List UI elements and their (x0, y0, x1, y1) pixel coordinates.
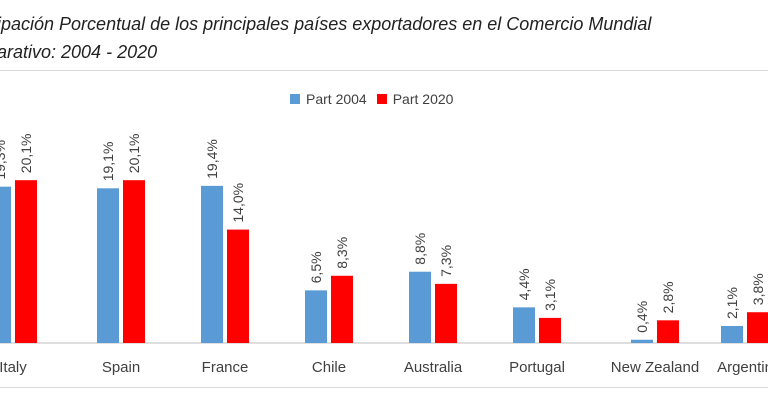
data-label-2004-1: 19,1% (100, 142, 116, 182)
data-label-2020-4: 7,3% (438, 245, 454, 277)
chart-legend: Part 2004 Part 2020 (290, 91, 463, 107)
bar-2020-0 (15, 180, 37, 343)
title-line-2: arativo: 2004 - 2020 (0, 42, 158, 62)
legend-label-2004: Part 2004 (306, 91, 367, 107)
bar-2020-5 (539, 317, 561, 343)
data-label-2004-7: 2,1% (724, 287, 740, 319)
bar-2020-3 (331, 275, 353, 343)
bottom-divider (0, 387, 768, 388)
category-label-0: Italy (0, 359, 27, 376)
bar-2004-3 (305, 290, 327, 343)
legend-swatch-2004 (290, 94, 300, 104)
data-label-2020-0: 20,1% (18, 133, 34, 173)
data-label-2020-1: 20,1% (126, 133, 142, 173)
chart-title: ipación Porcentual de los principales pa… (0, 10, 768, 66)
category-label-6: New Zealand (611, 359, 699, 376)
legend-item-2020: Part 2020 (376, 91, 454, 107)
bar-2004-7 (721, 325, 743, 343)
legend-swatch-2020 (376, 94, 387, 104)
bar-2004-2 (201, 185, 223, 343)
bar-2004-4 (409, 271, 431, 343)
bar-2020-7 (747, 312, 768, 343)
data-label-2004-6: 0,4% (634, 301, 650, 333)
legend-label-2020: Part 2020 (392, 91, 454, 107)
category-label-7: Argentin (717, 359, 768, 376)
data-label-2004-0: 19,3% (0, 140, 8, 180)
data-label-2020-5: 3,1% (542, 279, 558, 311)
data-label-2020-3: 8,3% (334, 237, 350, 269)
data-label-2020-6: 2,8% (660, 281, 676, 313)
data-label-2004-2: 19,4% (204, 139, 220, 179)
bar-2004-5 (513, 307, 535, 343)
bar-2020-6 (657, 320, 679, 343)
bar-2004-6 (631, 339, 653, 343)
title-divider (0, 70, 768, 71)
bar-2020-4 (435, 283, 457, 343)
bar-2020-1 (123, 180, 145, 343)
bar-2020-2 (227, 229, 249, 343)
title-line-1: ipación Porcentual de los principales pa… (0, 14, 652, 34)
bar-2004-1 (97, 188, 119, 343)
data-label-2004-5: 4,4% (516, 268, 532, 300)
category-label-3: Chile (312, 359, 346, 376)
legend-item-2004: Part 2004 (290, 91, 367, 107)
category-label-4: Australia (404, 359, 463, 376)
data-label-2004-4: 8,8% (412, 233, 428, 265)
bar-2004-0 (0, 186, 11, 343)
category-label-2: France (202, 359, 249, 376)
data-label-2020-7: 3,8% (750, 273, 766, 305)
data-label-2004-3: 6,5% (308, 251, 324, 283)
category-label-5: Portugal (509, 359, 565, 376)
data-label-2020-2: 14,0% (230, 183, 246, 223)
category-label-1: Spain (102, 359, 140, 376)
